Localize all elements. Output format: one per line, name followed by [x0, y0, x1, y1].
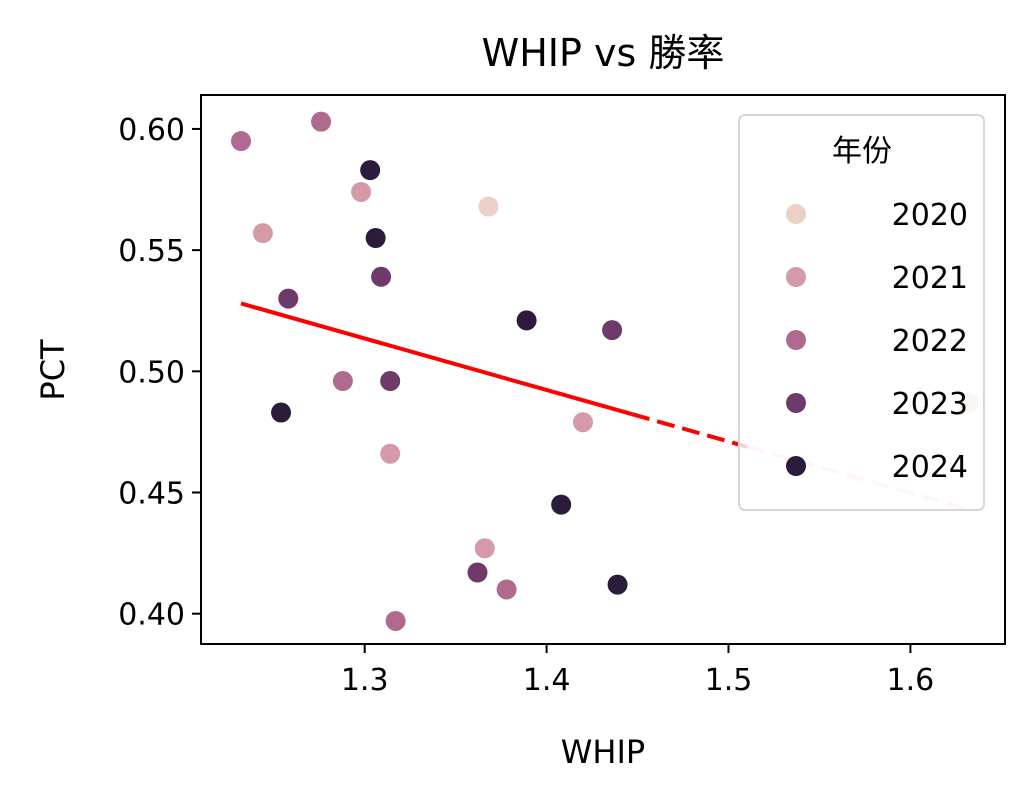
y-tick-label: 0.55: [118, 234, 185, 269]
legend-label: 2024: [892, 450, 968, 485]
data-points: [231, 111, 979, 631]
y-tick-label: 0.40: [118, 598, 185, 633]
legend-marker: [786, 267, 806, 287]
data-point: [516, 310, 537, 331]
chart-title: WHIP vs 勝率: [482, 31, 725, 75]
legend-marker: [786, 393, 806, 413]
data-point: [332, 371, 353, 392]
data-point: [311, 111, 332, 132]
y-tick-label: 0.50: [118, 355, 185, 390]
x-tick-label: 1.4: [523, 663, 571, 698]
data-point: [602, 320, 623, 341]
x-tick-label: 1.5: [705, 663, 753, 698]
data-point: [380, 443, 401, 464]
data-point: [351, 181, 372, 202]
legend-label: 2020: [892, 198, 968, 233]
data-point: [371, 266, 392, 287]
data-point: [360, 160, 381, 181]
data-point: [365, 228, 386, 249]
legend-label: 2022: [892, 324, 968, 359]
data-point: [467, 562, 488, 583]
data-point: [478, 196, 499, 217]
data-point: [572, 412, 593, 433]
legend: 年份 2020 2021 2022 2023 2024: [738, 114, 985, 511]
data-point: [380, 371, 401, 392]
legend-entries: 2020 2021 2022 2023 2024: [786, 198, 968, 485]
plot-area-frame: [200, 94, 1006, 645]
x-axis-label: WHIP: [561, 733, 645, 771]
data-point: [252, 223, 273, 244]
legend-marker: [786, 456, 806, 476]
x-tick-label: 1.6: [887, 663, 935, 698]
y-axis-label: PCT: [34, 339, 72, 401]
y-tick-label: 0.45: [118, 477, 185, 512]
y-axis: 0.40 0.45 0.50 0.55 0.60: [118, 113, 201, 633]
legend-label: 2023: [892, 387, 968, 422]
data-point: [385, 610, 406, 631]
trendline-segment: [631, 412, 748, 449]
x-axis: 1.3 1.4 1.5 1.6: [341, 644, 934, 698]
legend-marker: [786, 330, 806, 350]
legend-title: 年份: [832, 134, 892, 169]
data-point: [474, 538, 495, 559]
data-point: [271, 402, 292, 423]
legend-label: 2021: [892, 261, 968, 296]
data-point: [496, 579, 517, 600]
legend-marker: [786, 204, 806, 224]
y-tick-label: 0.60: [118, 113, 185, 148]
data-point: [607, 574, 628, 595]
data-point: [278, 288, 299, 309]
data-point: [551, 494, 572, 515]
data-point: [231, 131, 252, 152]
x-tick-label: 1.3: [341, 663, 389, 698]
trendline-segment: [240, 301, 633, 417]
